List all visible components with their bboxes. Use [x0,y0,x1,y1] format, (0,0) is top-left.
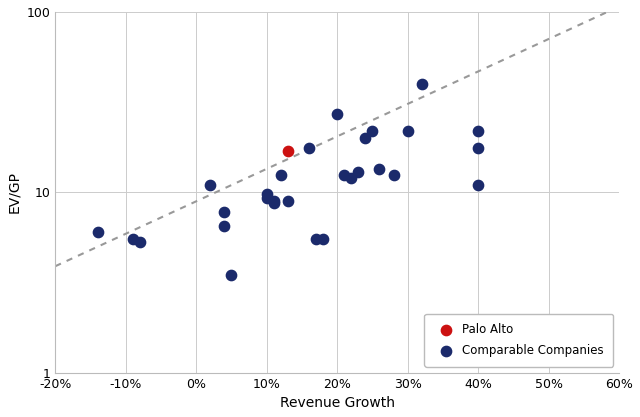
Palo Alto [283,147,293,154]
Comparable Companies [205,181,216,188]
Comparable Companies [346,175,356,181]
Comparable Companies [332,111,342,118]
Comparable Companies [374,166,385,172]
Comparable Companies [367,127,378,134]
Comparable Companies [417,80,427,87]
Comparable Companies [388,171,399,178]
X-axis label: Revenue Growth: Revenue Growth [280,396,395,410]
Comparable Companies [403,127,413,134]
Comparable Companies [311,236,321,242]
Comparable Companies [339,171,349,178]
Comparable Companies [92,229,102,236]
Comparable Companies [134,239,145,245]
Comparable Companies [127,236,138,242]
Comparable Companies [262,195,272,201]
Comparable Companies [304,145,314,152]
Comparable Companies [269,200,279,206]
Legend: Palo Alto, Comparable Companies: Palo Alto, Comparable Companies [424,314,613,367]
Y-axis label: EV/GP: EV/GP [7,171,21,213]
Comparable Companies [283,197,293,204]
Comparable Companies [262,191,272,197]
Comparable Companies [227,271,237,278]
Comparable Companies [473,145,483,152]
Comparable Companies [318,236,328,242]
Comparable Companies [473,181,483,188]
Comparable Companies [473,127,483,134]
Comparable Companies [220,223,230,229]
Comparable Companies [360,135,371,141]
Comparable Companies [269,197,279,204]
Comparable Companies [353,168,364,175]
Comparable Companies [276,171,286,178]
Comparable Companies [220,208,230,215]
